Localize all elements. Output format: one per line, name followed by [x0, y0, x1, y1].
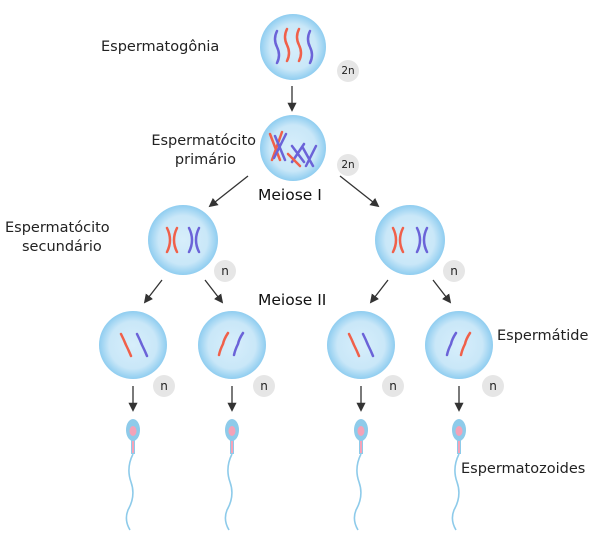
sperm-nucleus — [129, 426, 137, 436]
sperm-tail — [224, 453, 233, 531]
arrow-primary-to-secondary-left — [208, 175, 249, 208]
ploidy-badges — [153, 60, 504, 397]
badge-label-n-spermatid-4: n — [489, 379, 497, 393]
label-espermatide: Espermátide — [497, 328, 589, 344]
label-meiose-2: Meiose II — [258, 291, 327, 309]
label-espermatozoides: Espermatozoides — [461, 461, 586, 477]
badge-n-spermatid-3 — [382, 375, 404, 397]
badge-label-n-spermatid-3: n — [389, 379, 397, 393]
arrows — [128, 86, 464, 412]
cell-spermatid-3 — [327, 311, 395, 379]
sperm-midpiece-core — [360, 441, 362, 453]
badge-label-n-spermatid-2: n — [260, 379, 268, 393]
badge-n-spermatid-4 — [482, 375, 504, 397]
label-espermatocito-secundario-line2: secundário — [22, 239, 102, 255]
badge-2n-primary — [337, 154, 359, 176]
spermatozoon — [353, 419, 368, 531]
sperm-nucleus — [455, 426, 463, 436]
arrow-secondary-left-to-spermatid-2 — [204, 279, 224, 304]
badge-n-spermatid-1 — [153, 375, 175, 397]
spermatozoon — [125, 419, 140, 531]
arrow-primary-to-secondary-right — [339, 175, 380, 208]
arrow-secondary-right-to-spermatid-4 — [432, 279, 452, 304]
cell-spermatogonium — [260, 14, 326, 80]
badge-n-spermatid-2 — [253, 375, 275, 397]
label-meiose-1: Meiose I — [258, 186, 322, 204]
label-espermatogonia: Espermatogônia — [101, 39, 220, 55]
badge-n-secondary-left — [214, 260, 236, 282]
badge-label-2n-gonia: 2n — [341, 65, 355, 77]
label-espermatocito-primario-line1: Espermatócito — [151, 133, 256, 149]
spermatozoon — [451, 419, 466, 531]
sperm-tail — [451, 453, 460, 531]
sperm-midpiece-core — [231, 441, 233, 453]
badge-label-n-secondary-left: n — [221, 264, 229, 278]
sperm-tail — [125, 453, 134, 531]
cell-spermatid-4 — [425, 311, 493, 379]
sperm-nucleus — [228, 426, 236, 436]
cell-spermatid-2 — [198, 311, 266, 379]
sperm-midpiece-core — [132, 441, 134, 453]
badge-label-2n-primary: 2n — [341, 159, 355, 171]
cell-secondary-spermatocyte-right — [375, 205, 445, 275]
cell-secondary-spermatocyte-left — [148, 205, 218, 275]
arrow-secondary-right-to-spermatid-3 — [369, 279, 389, 304]
spermatozoon — [224, 419, 239, 531]
label-espermatocito-primario-line2: primário — [174, 152, 236, 168]
sperm-tail — [353, 453, 362, 531]
label-espermatocito-secundario-line1: Espermatócito — [5, 220, 110, 236]
cell-primary-spermatocyte — [260, 115, 326, 181]
cell-spermatid-1 — [99, 311, 167, 379]
badge-label-n-spermatid-1: n — [160, 379, 168, 393]
badge-n-secondary-right — [443, 260, 465, 282]
badge-label-n-secondary-right: n — [450, 264, 458, 278]
spermatozoa — [125, 419, 466, 531]
arrow-secondary-left-to-spermatid-1 — [143, 279, 163, 304]
sperm-midpiece-core — [458, 441, 460, 453]
badge-2n-gonia — [337, 60, 359, 82]
sperm-nucleus — [357, 426, 365, 436]
